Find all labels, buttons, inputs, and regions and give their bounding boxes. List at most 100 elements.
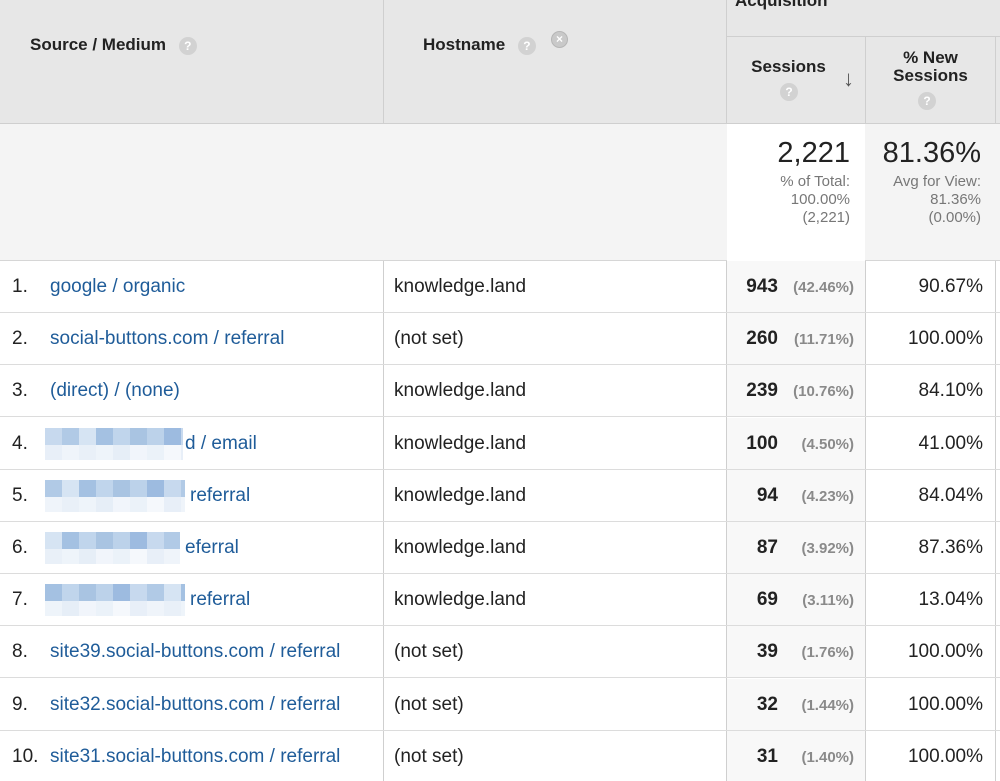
sessions-cell	[727, 522, 865, 573]
row-number: 6.	[12, 537, 28, 558]
row-number: 9.	[12, 693, 28, 715]
column-header-hostname[interactable]: Hostname ?	[423, 35, 536, 55]
sessions-value: 39	[756, 641, 778, 663]
new-sessions-help-wrap: ?	[918, 92, 936, 110]
source-medium-link[interactable]: (direct) / (none)	[50, 380, 180, 402]
column-divider	[865, 37, 866, 781]
remove-dimension-icon[interactable]: ×	[551, 31, 568, 48]
new-sessions-value: 87.36%	[918, 537, 983, 558]
table-row: 5. referral knowledge.land 94 (4.23%) 84…	[0, 469, 1000, 522]
help-icon[interactable]: ?	[918, 92, 936, 110]
sessions-percent: (11.71%)	[793, 331, 854, 349]
sessions-percent: (4.23%)	[801, 487, 854, 505]
sessions-help-wrap: ?	[780, 83, 798, 101]
table-row: 8. site39.social-buttons.com / referral …	[0, 626, 1000, 679]
sessions-percent: (1.76%)	[801, 644, 854, 662]
column-divider	[995, 37, 996, 781]
new-sessions-value: 41.00%	[918, 432, 983, 454]
row-number: 7.	[12, 589, 28, 611]
source-medium-link[interactable]: referral	[190, 484, 251, 506]
new-sessions-value: 100.00%	[907, 328, 983, 350]
new-sessions-value: 100.00%	[907, 641, 983, 663]
source-medium-link[interactable]: social-buttons.com / referral	[50, 328, 285, 350]
row-number: 8.	[12, 641, 28, 663]
sessions-percent: (3.11%)	[802, 592, 854, 610]
new-sessions-value: 84.10%	[918, 380, 983, 402]
new-sessions-value: 100.00%	[907, 745, 983, 767]
column-divider	[383, 0, 384, 124]
source-medium-link[interactable]: referral	[190, 589, 251, 611]
help-icon[interactable]: ?	[517, 36, 536, 55]
sessions-value: 87	[756, 537, 778, 558]
sessions-value: 239	[746, 380, 778, 402]
sessions-value: 69	[756, 589, 778, 611]
row-number: 3.	[12, 380, 28, 402]
table-row: 3. (direct) / (none) knowledge.land 239 …	[0, 365, 1000, 418]
sessions-percent: (42.46%)	[793, 279, 854, 296]
hostname-cell: knowledge.land	[394, 589, 527, 611]
acquisition-group-header	[727, 0, 1000, 37]
redacted-pixelation	[45, 528, 180, 568]
row-number: 2.	[12, 328, 28, 350]
source-medium-link[interactable]: site31.social-buttons.com / referral	[50, 745, 341, 767]
source-medium-link[interactable]: eferral	[185, 537, 239, 558]
table-row: 7. referral knowledge.land 69 (3.11%) 13…	[0, 574, 1000, 627]
new-sessions-total-detail: Avg for View: 81.36% (0.00%)	[893, 173, 981, 227]
column-header-sessions[interactable]: Sessions	[751, 57, 826, 76]
hostname-cell: (not set)	[394, 693, 464, 715]
table-row: 6. eferral knowledge.land 87 (3.92%) 87.…	[0, 522, 1000, 574]
new-sessions-label-line1: % New	[903, 48, 958, 67]
hostname-cell: knowledge.land	[394, 484, 527, 506]
sessions-cell	[727, 261, 865, 312]
sessions-total-detail: % of Total: 100.00% (2,221)	[780, 173, 850, 227]
table-row: 4. d / email knowledge.land 100 (4.50%) …	[0, 417, 1000, 470]
new-sessions-value: 13.04%	[918, 589, 983, 611]
acquisition-label: Acquisition	[735, 0, 828, 10]
sessions-total-cell	[727, 124, 865, 261]
sessions-value: 32	[756, 693, 778, 715]
redacted-pixelation	[45, 580, 185, 620]
hostname-cell: (not set)	[394, 745, 464, 767]
sort-arrow-icon[interactable]: ↓	[843, 66, 854, 91]
column-header-source-medium[interactable]: Source / Medium ?	[30, 35, 197, 55]
sessions-value: 31	[756, 745, 778, 767]
new-sessions-total-value: 81.36%	[882, 137, 981, 169]
sessions-value: 100	[746, 432, 778, 454]
column-divider	[726, 0, 727, 781]
sessions-cell	[727, 678, 865, 730]
new-sessions-value: 90.67%	[918, 276, 983, 297]
source-medium-link[interactable]: d / email	[185, 432, 257, 454]
hostname-cell: (not set)	[394, 641, 464, 663]
help-icon[interactable]: ?	[780, 83, 798, 101]
help-icon[interactable]: ?	[178, 36, 197, 55]
table-row: 9. site32.social-buttons.com / referral …	[0, 678, 1000, 731]
row-number: 10.	[12, 745, 39, 767]
hostname-cell: knowledge.land	[394, 276, 527, 297]
source-medium-label: Source / Medium	[30, 35, 167, 54]
sessions-cell	[727, 469, 865, 521]
hostname-cell: knowledge.land	[394, 432, 527, 454]
sessions-percent: (4.50%)	[801, 435, 854, 453]
sessions-total-value: 2,221	[777, 137, 850, 169]
table-row: 1. google / organic knowledge.land 943 (…	[0, 261, 1000, 313]
source-medium-link[interactable]: google / organic	[50, 276, 186, 297]
new-sessions-label-line2: Sessions	[893, 66, 968, 85]
sessions-percent: (10.76%)	[793, 383, 854, 401]
source-medium-link[interactable]: site32.social-buttons.com / referral	[50, 693, 341, 715]
sessions-cell	[727, 313, 865, 365]
source-medium-link[interactable]: site39.social-buttons.com / referral	[50, 641, 341, 663]
sessions-cell	[727, 365, 865, 417]
new-sessions-avg-percent: 81.36%	[930, 191, 981, 208]
new-sessions-value: 84.04%	[918, 484, 983, 506]
hostname-cell: knowledge.land	[394, 380, 527, 402]
hostname-label: Hostname	[423, 35, 506, 54]
column-header-new-sessions[interactable]: % New Sessions	[866, 49, 995, 85]
hostname-cell: (not set)	[394, 328, 464, 350]
sessions-percent: (3.92%)	[801, 540, 854, 557]
row-number: 1.	[12, 276, 28, 297]
row-number: 5.	[12, 484, 28, 506]
redacted-pixelation	[45, 424, 183, 464]
sessions-cell	[727, 730, 865, 781]
redacted-pixelation	[45, 476, 185, 516]
sessions-value: 94	[756, 484, 778, 506]
